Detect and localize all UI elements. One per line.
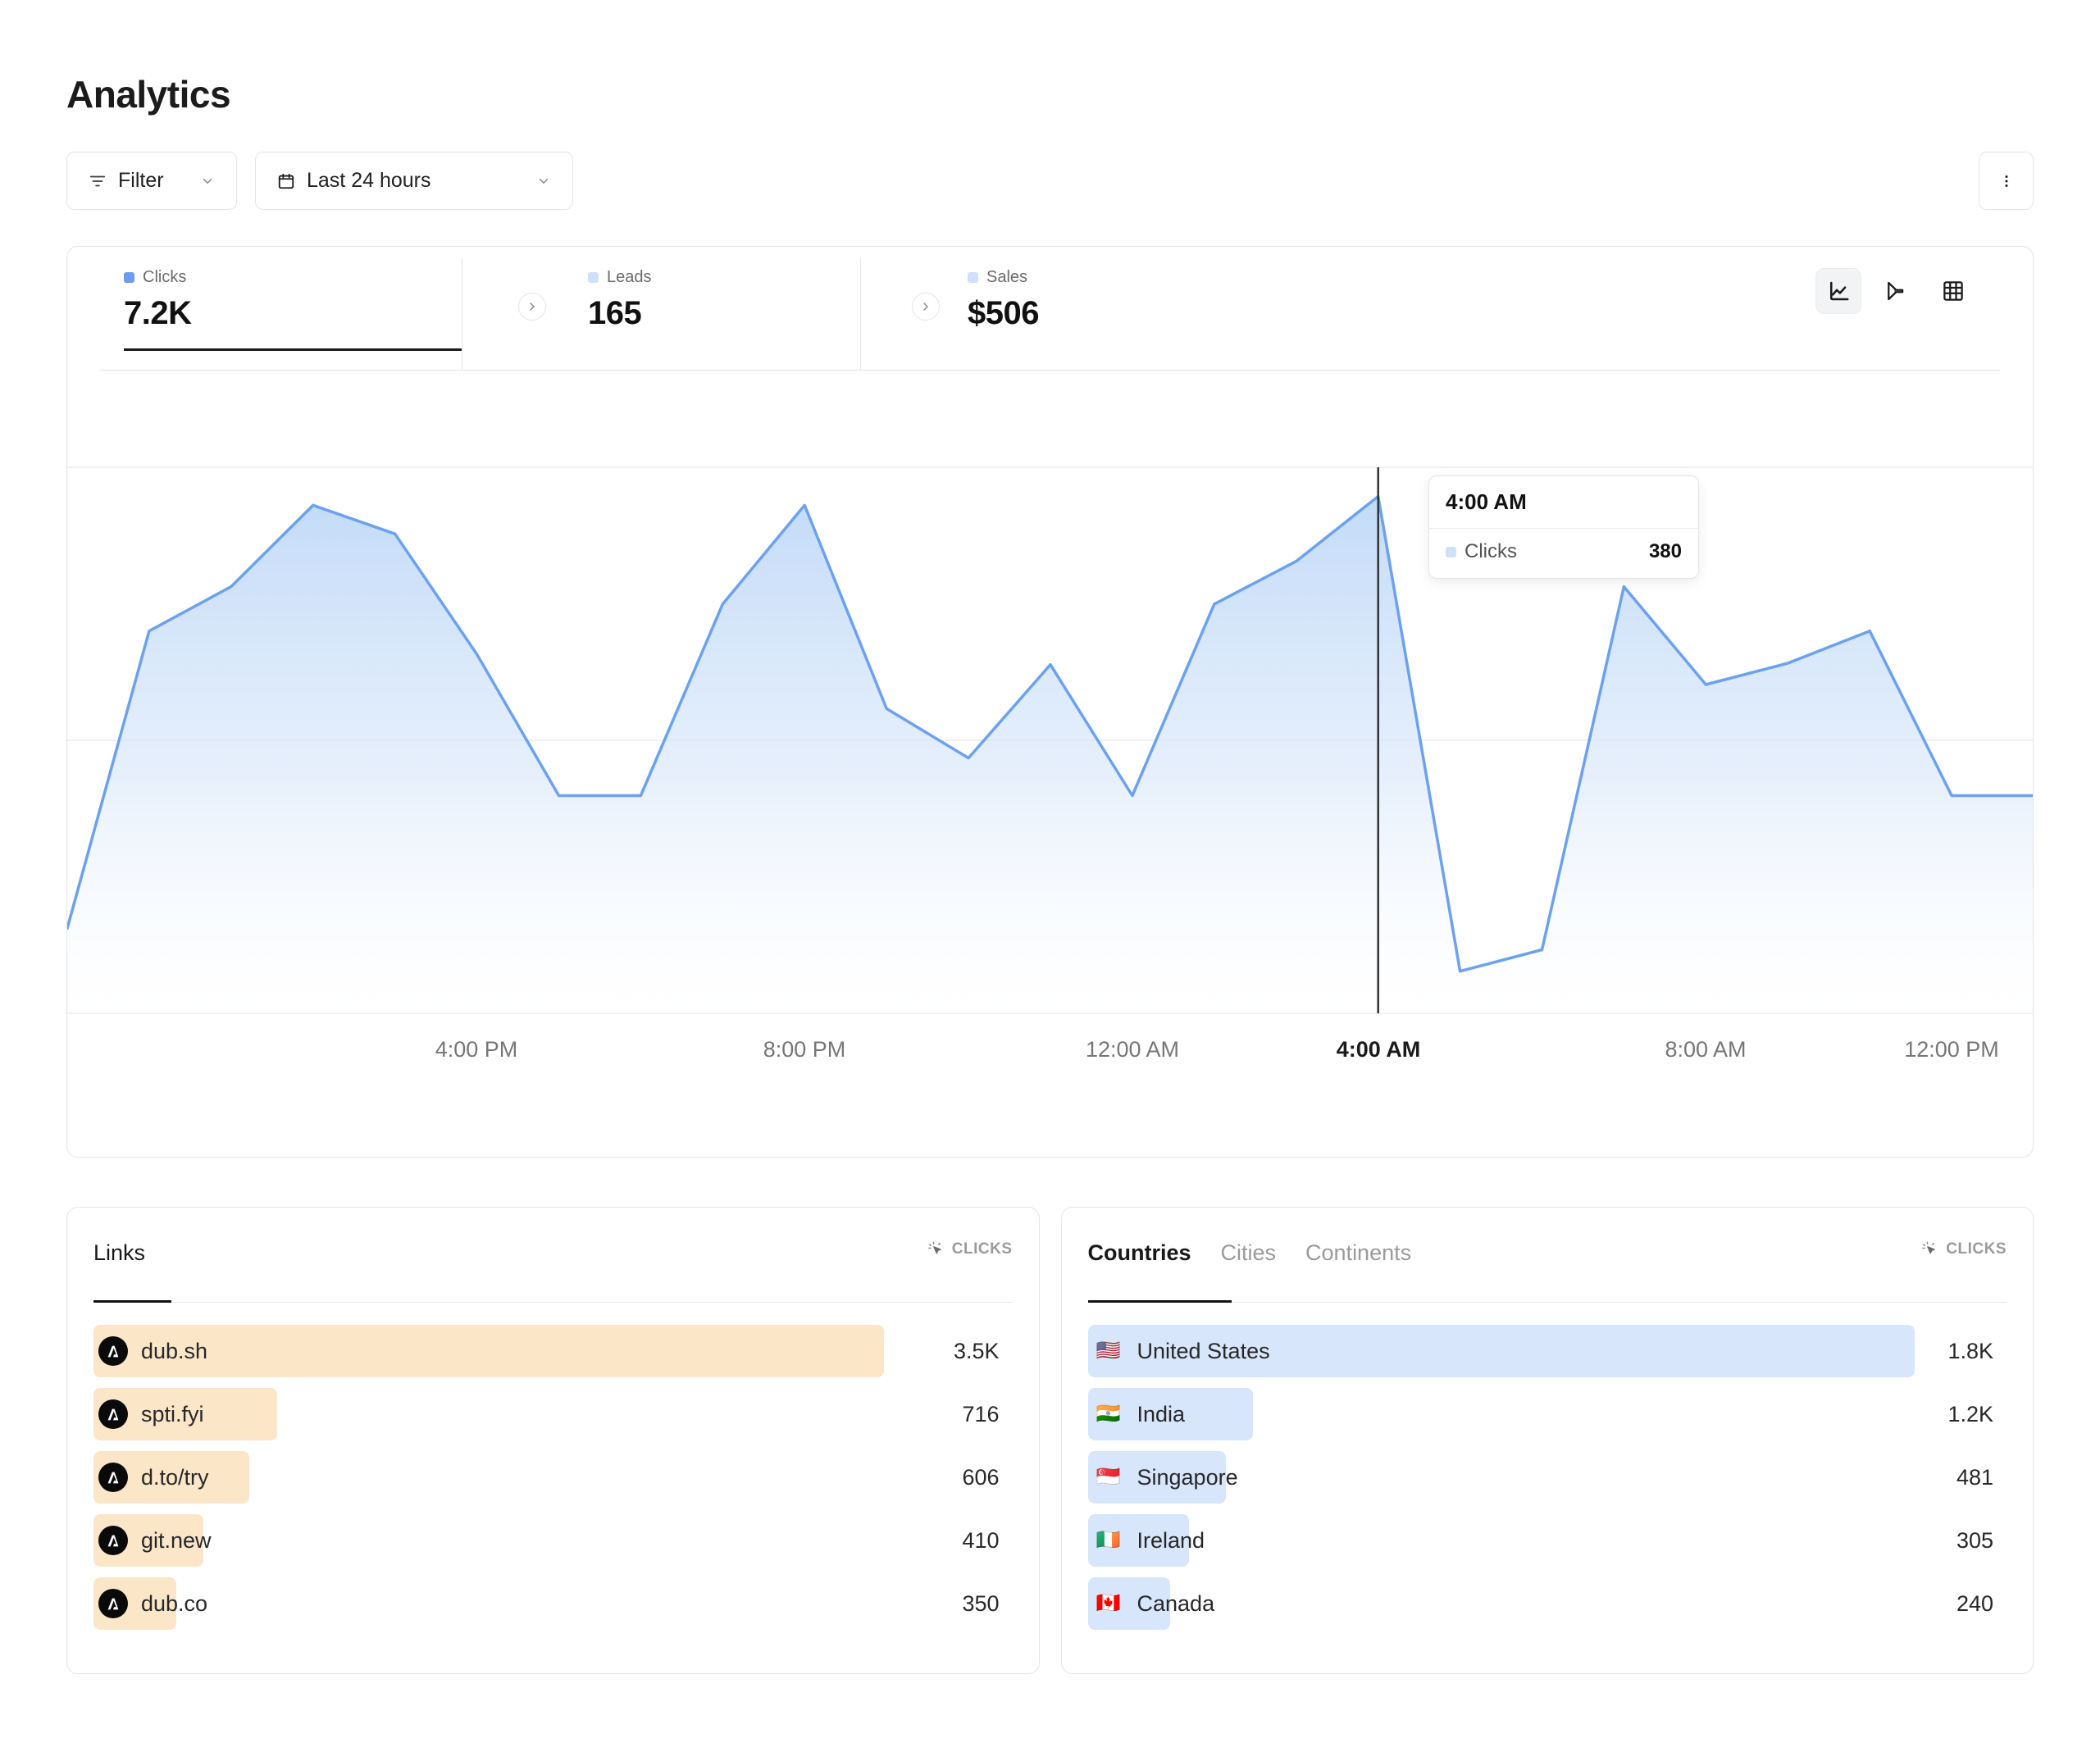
svg-text:12:00 PM: 12:00 PM <box>1904 1037 1999 1062</box>
svg-text:8:00 PM: 8:00 PM <box>763 1037 846 1062</box>
svg-text:4:00 PM: 4:00 PM <box>435 1037 518 1062</box>
svg-text:4:00 AM: 4:00 AM <box>1337 1037 1421 1062</box>
svg-text:8:00 AM: 8:00 AM <box>1665 1037 1746 1062</box>
svg-text:12:00 AM: 12:00 AM <box>1086 1037 1179 1062</box>
